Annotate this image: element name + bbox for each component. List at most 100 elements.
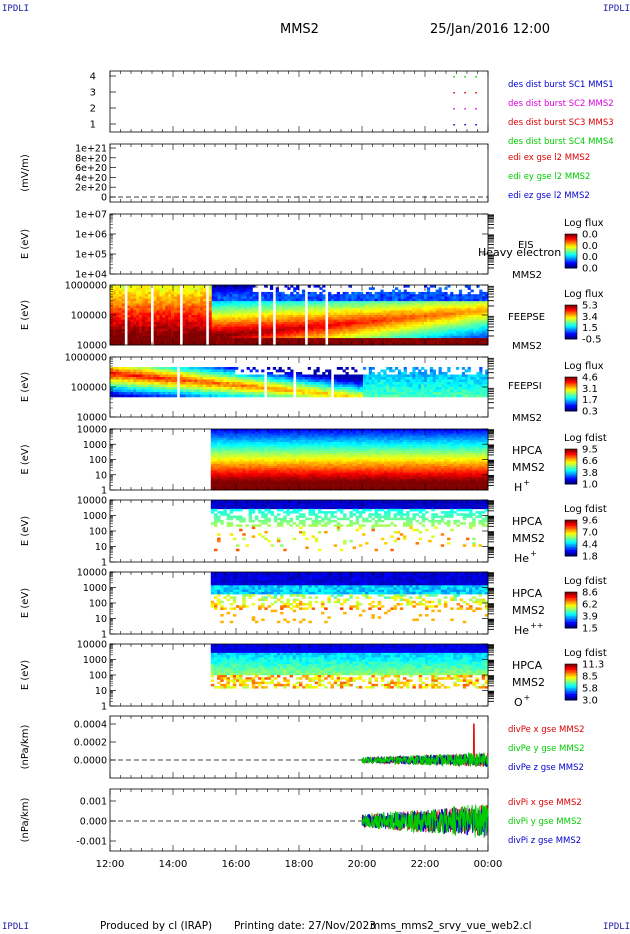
- feepse-cell: [269, 291, 274, 295]
- feepsi-cell: [223, 387, 227, 390]
- feepsi-cell: [325, 369, 329, 373]
- feepse-cell: [194, 324, 198, 327]
- feepse-cell: [139, 308, 143, 311]
- feepsi-cell: [130, 389, 134, 393]
- feepsi-cell: [240, 387, 245, 390]
- feepse-cell: [368, 317, 372, 320]
- feepse-cell: [415, 333, 419, 337]
- feepsi-cell: [397, 372, 402, 375]
- feepsi-cell: [232, 377, 236, 380]
- feepse-cell: [171, 335, 175, 339]
- feepse-cell: [485, 315, 489, 318]
- feepse-cell: [409, 335, 413, 339]
- feepse-cell: [115, 308, 120, 311]
- feepsi-cell: [403, 394, 407, 398]
- feepsi-cell: [415, 377, 419, 380]
- feepsi-cell: [313, 379, 317, 383]
- feepsi-cell: [336, 374, 341, 378]
- feepse-cell: [441, 308, 445, 311]
- feepse-cell: [432, 303, 436, 307]
- hpca-h-cell: [210, 429, 215, 432]
- feepsi-cell: [144, 377, 149, 380]
- feepse-cell: [112, 335, 117, 339]
- feepse-cell: [441, 303, 445, 307]
- feepsi-cell: [141, 379, 146, 383]
- feepse-cell: [415, 324, 419, 327]
- feepse-cell: [255, 328, 259, 332]
- feepsi-cell: [243, 392, 247, 395]
- feepsi-cell: [115, 384, 120, 388]
- feepsi-cell: [447, 392, 451, 395]
- feepse-cell: [159, 301, 163, 304]
- feepse-cell: [400, 333, 404, 337]
- feepse-cell: [328, 321, 332, 325]
- feepse-cell: [464, 298, 468, 302]
- feepse-cell: [374, 310, 378, 313]
- feepse-cell: [319, 338, 323, 341]
- feepse-cell: [403, 324, 407, 327]
- feepsi-cell: [444, 389, 448, 393]
- feepsi-cell: [173, 394, 178, 398]
- feepse-cell: [269, 301, 274, 304]
- feepse-cell: [371, 342, 375, 346]
- feepse-cell: [322, 338, 326, 341]
- feepse-cell: [296, 310, 300, 313]
- feepsi-colorbar-segment: [565, 408, 577, 411]
- feepsi-ytick-label: 100000: [71, 383, 107, 394]
- feepsi-cell: [118, 389, 122, 393]
- feepse-cell: [421, 298, 425, 302]
- feepse-cell: [153, 289, 157, 293]
- feepse-cell: [354, 310, 358, 313]
- feepsi-cell: [182, 387, 186, 390]
- feepse-cell: [173, 305, 178, 309]
- feepsi-cell: [217, 382, 221, 385]
- feepse-cell: [383, 298, 387, 302]
- feepse-cell: [360, 315, 364, 318]
- feepsi-cell: [313, 392, 317, 395]
- feepse-cell: [450, 296, 454, 300]
- feepse-cell: [467, 328, 471, 332]
- feepsi-cell: [357, 394, 361, 398]
- feepsi-cell: [299, 387, 303, 390]
- feepse-cell: [485, 340, 489, 343]
- feepsi-cell: [421, 394, 425, 398]
- feepse-cell: [482, 321, 486, 325]
- feepse-cell: [348, 294, 352, 297]
- edi-ytick-label: 0: [101, 193, 107, 204]
- feepsi-cell: [456, 379, 460, 383]
- feepse-cell: [415, 294, 419, 297]
- eis-ylabel: E (eV): [20, 229, 31, 259]
- feepse-ytick-label: 1000000: [65, 281, 107, 292]
- feepse-cell: [293, 317, 297, 320]
- feepse-cell: [371, 321, 375, 325]
- feepse-cell: [432, 298, 436, 302]
- feepse-cell: [362, 294, 367, 297]
- feepsi-cell: [467, 377, 471, 380]
- feepse-cell: [386, 319, 390, 323]
- feepse-cell: [156, 338, 160, 341]
- feepse-cell: [485, 301, 489, 304]
- feepse-cell: [243, 289, 247, 293]
- feepsi-cell: [389, 369, 393, 373]
- feepsi-cell: [296, 384, 300, 388]
- feepse-cell: [144, 326, 149, 330]
- feepse-cell: [322, 324, 326, 327]
- feepse-cell: [237, 326, 242, 330]
- feepsi-cell: [424, 374, 428, 378]
- feepse-ytick-label: 100000: [71, 311, 107, 322]
- feepse-cell: [165, 294, 169, 297]
- edi-ytick-label: 4e+20: [75, 173, 107, 184]
- feepse-cell: [232, 315, 236, 318]
- feepse-cell: [470, 328, 474, 332]
- feepsi-cell: [450, 382, 454, 385]
- feepsi-cell: [403, 369, 407, 373]
- feepsi-cell: [243, 377, 247, 380]
- feepse-cell: [214, 303, 218, 307]
- feepsi-cell: [322, 382, 326, 385]
- feepsi-cell: [403, 377, 407, 380]
- feepse-cell: [249, 342, 253, 346]
- feepse-cell: [136, 287, 140, 290]
- feepsi-cell: [362, 374, 367, 378]
- feepsi-cell: [200, 372, 204, 375]
- feepse-cell: [147, 331, 152, 334]
